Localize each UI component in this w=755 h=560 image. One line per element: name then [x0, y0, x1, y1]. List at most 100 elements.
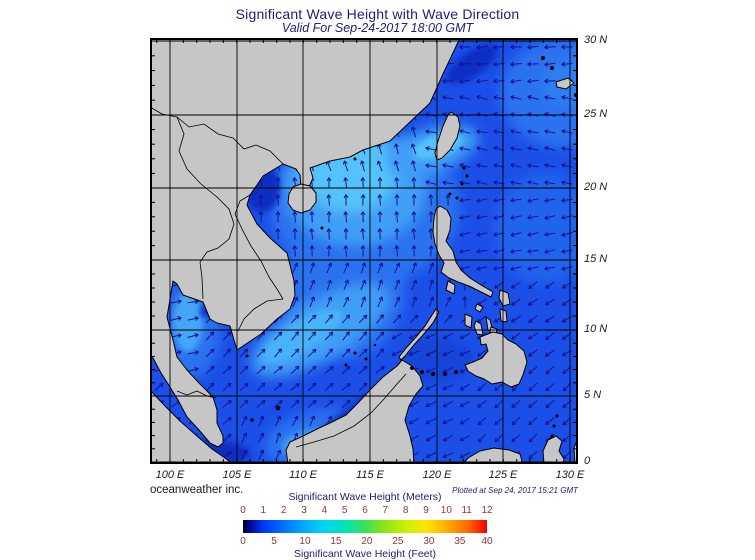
wave-arrow	[394, 160, 400, 172]
wave-arrow	[476, 214, 488, 220]
wave-arrow	[425, 146, 437, 151]
colorbar-tick-label: 9	[423, 505, 429, 516]
wave-arrow	[391, 350, 403, 357]
wave-arrow	[510, 95, 522, 100]
colorbar-tick-label: 12	[481, 505, 493, 516]
wave-arrow	[411, 262, 417, 274]
wave-arrow	[275, 415, 282, 427]
wave-arrow	[392, 314, 402, 324]
wave-arrow	[511, 400, 521, 409]
wave-arrow	[223, 348, 231, 358]
wave-arrow	[510, 266, 522, 271]
wave-arrow	[292, 245, 298, 257]
wave-arrow	[343, 211, 349, 223]
wave-arrow	[425, 333, 437, 340]
colorbar-feet-ticks: 0 5 10 15 20 25 30 35 40	[240, 536, 492, 547]
wave-arrow	[290, 314, 300, 324]
wave-arrow	[561, 232, 573, 237]
wave-arrow	[459, 401, 471, 408]
wave-arrow	[494, 417, 504, 425]
colorbar-tick-label: 5	[341, 505, 348, 516]
wave-arrow	[561, 163, 573, 168]
wave-arrow	[510, 180, 522, 185]
wave-arrow	[476, 44, 488, 50]
wave-arrow	[222, 417, 232, 425]
wave-arrow	[205, 365, 215, 375]
wave-arrow	[459, 163, 471, 168]
wave-arrow	[527, 61, 539, 67]
wave-height-map	[150, 38, 578, 464]
wave-arrow	[459, 232, 471, 237]
wave-arrow	[343, 228, 349, 240]
wave-arrow	[307, 365, 317, 375]
wave-arrow	[428, 194, 434, 206]
wave-arrow	[240, 415, 248, 427]
wave-arrow	[527, 332, 538, 340]
wave-arrow	[359, 331, 368, 341]
wave-arrow	[325, 348, 333, 358]
wave-arrow	[187, 333, 199, 338]
wave-arrow	[309, 415, 316, 427]
wave-arrow	[290, 348, 300, 358]
wave-arrow	[527, 129, 539, 135]
wave-arrow	[358, 382, 368, 392]
wave-arrow	[309, 279, 316, 291]
wave-arrow	[425, 163, 437, 169]
wave-arrow	[527, 78, 539, 84]
wave-arrow	[476, 163, 488, 169]
wave-arrow	[528, 433, 538, 443]
wave-arrow	[343, 279, 350, 291]
wave-arrow	[360, 262, 366, 274]
wave-arrow	[544, 198, 556, 203]
wave-arrow	[561, 146, 573, 151]
wave-arrow	[510, 44, 522, 50]
wave-arrow	[290, 365, 300, 375]
wave-arrow	[377, 194, 383, 206]
wave-arrow	[358, 365, 368, 375]
wave-arrow	[527, 163, 539, 169]
wave-arrow	[411, 279, 418, 291]
wave-arrow	[445, 296, 452, 308]
wave-arrow	[273, 382, 283, 392]
wave-arrow	[442, 384, 454, 391]
wave-arrow	[425, 401, 437, 408]
wave-arrow	[476, 78, 488, 84]
wave-arrow	[411, 245, 417, 257]
chart-title: Significant Wave Height with Wave Direct…	[235, 6, 520, 22]
chart-subtitle: Valid For Sep-24-2017 18:00 GMT	[281, 21, 474, 35]
land-palawan	[398, 308, 440, 361]
land-negros	[473, 320, 484, 336]
wave-arrow	[510, 315, 521, 323]
wave-arrow	[376, 348, 384, 358]
wave-arrow	[411, 177, 417, 189]
wave-arrow	[360, 160, 365, 172]
wave-arrow	[326, 211, 332, 223]
wave-arrow	[545, 417, 555, 425]
wave-arrow	[377, 262, 384, 274]
wave-arrow	[477, 382, 487, 392]
wave-arrow	[275, 432, 282, 444]
wave-arrow	[273, 366, 283, 374]
wave-arrow	[477, 349, 487, 357]
lon-label: 125 E	[488, 469, 518, 481]
wave-arrow	[307, 348, 317, 358]
wave-arrow	[459, 435, 471, 442]
credit-text: oceanweather inc.	[150, 484, 244, 496]
wave-arrow	[561, 129, 573, 134]
wave-arrow	[411, 160, 416, 172]
land-mindanao	[464, 331, 528, 388]
wave-arrow	[425, 350, 437, 357]
wave-arrow	[511, 298, 521, 306]
wave-arrow	[239, 365, 249, 375]
wave-arrow	[326, 279, 332, 291]
wave-arrow	[376, 160, 383, 172]
wave-arrow	[462, 296, 468, 308]
wave-arrow	[494, 399, 504, 409]
wave-arrow	[561, 249, 573, 254]
wave-arrow	[408, 333, 420, 340]
wave-arrow	[326, 245, 332, 257]
wave-arrow	[493, 249, 505, 254]
lat-label: 15 N	[584, 253, 608, 265]
wave-arrow	[561, 95, 573, 100]
wave-arrow	[428, 228, 434, 240]
